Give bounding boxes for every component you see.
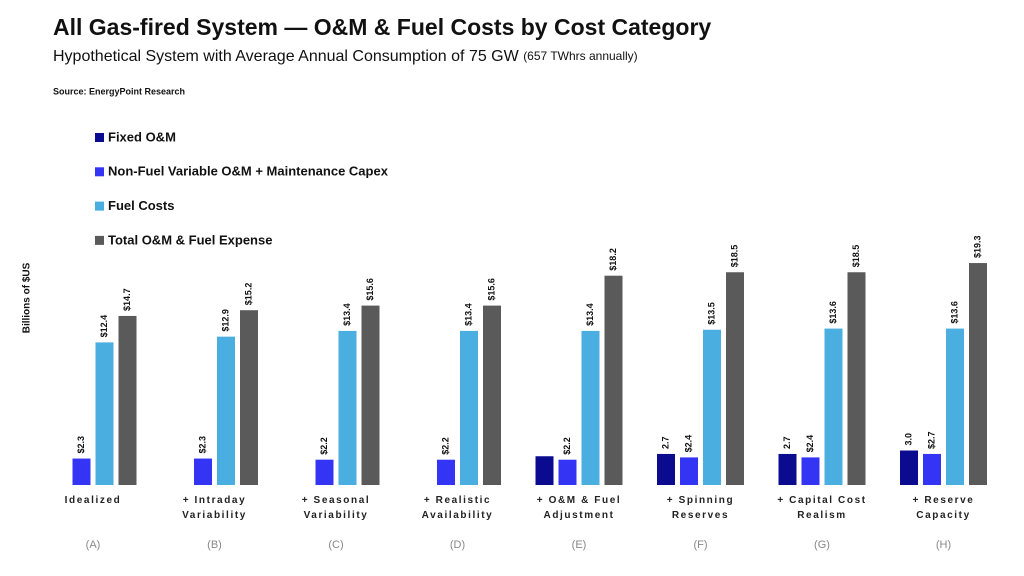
x-tick-label: + O&M & Fuel Adjustment (536, 495, 622, 521)
bar (969, 263, 987, 485)
value-label: $2.3 (197, 436, 207, 454)
legend-swatch (95, 167, 104, 177)
legend-swatch (95, 201, 104, 211)
bar (946, 328, 964, 485)
x-tick-label: + Capital Cost Realism (777, 495, 867, 521)
bar (460, 330, 478, 485)
subtitle: Hypothetical System with Average Annual … (53, 48, 638, 65)
bar (361, 305, 380, 485)
value-label: $15.2 (243, 283, 253, 306)
x-tick-label: + Realistic Availability (421, 495, 494, 521)
bar (483, 305, 501, 485)
x-tick-label: + Reserve Capacity (912, 495, 975, 521)
bar (315, 459, 334, 485)
value-label: $2.3 (76, 436, 86, 454)
x-tick-label: + Seasonal Variability (301, 495, 371, 521)
y-axis-label: Billions of $US (22, 262, 33, 333)
legend-label: Total O&M & Fuel Expense (108, 232, 272, 247)
value-label: $13.4 (463, 303, 473, 326)
legend-label: Non-Fuel Variable O&M + Maintenance Cape… (108, 164, 389, 179)
value-label: $2.2 (440, 437, 450, 455)
bar (581, 330, 600, 485)
x-tick-label: + Spinning Reserves (666, 495, 735, 521)
bar (240, 310, 258, 485)
bar (217, 336, 235, 485)
group-label: (H) (935, 539, 952, 551)
group-label: (F) (693, 539, 708, 551)
value-label: $2.7 (926, 431, 936, 449)
bar (604, 275, 623, 485)
chart-title: All Gas-fired System — O&M & Fuel Costs … (53, 14, 711, 40)
bar (801, 457, 820, 485)
value-label: $13.6 (828, 301, 838, 324)
legend-swatch (95, 133, 104, 142)
bar (558, 459, 577, 485)
value-label: $18.5 (851, 245, 861, 268)
value-label: $2.2 (319, 437, 329, 455)
value-label: 2.7 (660, 436, 670, 449)
subtitle-main: Hypothetical System with Average Annual … (53, 48, 520, 65)
bar (847, 272, 866, 485)
group-label: (E) (571, 539, 587, 551)
bar (726, 272, 744, 485)
bar (194, 458, 212, 485)
bar (535, 456, 554, 485)
bar (72, 458, 91, 485)
legend-label: Fuel Costs (108, 198, 174, 213)
bar (778, 453, 797, 485)
bar (338, 330, 357, 485)
group-label: (G) (814, 539, 830, 551)
group-label: (B) (207, 539, 222, 551)
legend-swatch (95, 235, 104, 245)
subtitle-note: (657 TWhrs annually) (523, 49, 638, 63)
value-label: $12.4 (99, 315, 109, 338)
bar (657, 453, 675, 485)
value-label: $19.3 (972, 236, 982, 259)
value-label: $15.6 (486, 278, 496, 301)
bar (923, 453, 941, 485)
legend-label: Fixed O&M (108, 129, 176, 144)
bar (703, 329, 721, 485)
value-label: $2.4 (683, 435, 693, 453)
bar (437, 459, 455, 485)
value-label: 2.7 (782, 436, 792, 449)
value-label: $2.4 (805, 435, 815, 453)
bar (118, 315, 137, 485)
value-label: $14.7 (122, 288, 132, 311)
value-label: $13.6 (949, 301, 959, 324)
bar (680, 457, 698, 485)
value-label: $18.2 (608, 248, 618, 271)
x-tick-label: Idealized (64, 495, 122, 506)
bar (900, 450, 918, 485)
x-tick-label: + Intraday Variability (182, 495, 247, 521)
value-label: $2.2 (562, 437, 572, 455)
bar (95, 342, 114, 485)
group-label: (D) (449, 539, 466, 551)
value-label: $13.4 (585, 303, 595, 326)
group-label: (A) (85, 539, 101, 551)
bar (824, 328, 843, 485)
value-label: $13.4 (342, 303, 352, 326)
source: Source: EnergyPoint Research (53, 86, 185, 96)
value-label: 3.0 (903, 433, 913, 446)
value-label: $13.5 (706, 302, 716, 325)
group-label: (C) (328, 539, 344, 551)
value-label: $18.5 (729, 245, 739, 268)
value-label: $15.6 (365, 278, 375, 301)
value-label: $12.9 (220, 309, 230, 332)
